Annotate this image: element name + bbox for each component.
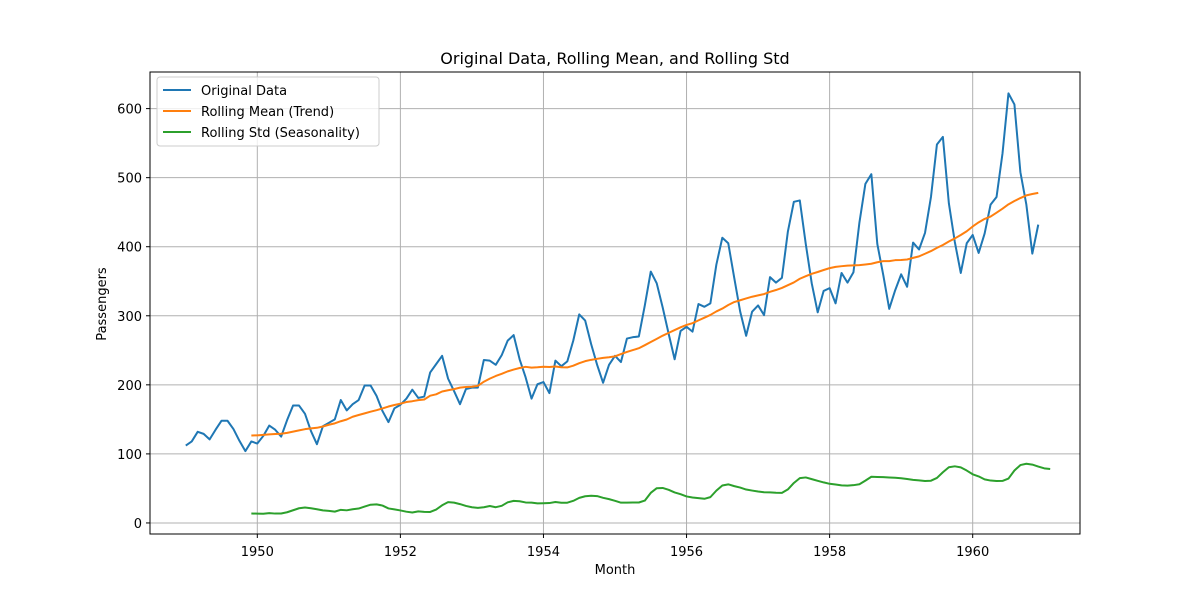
- y-axis-label: Passengers: [95, 267, 110, 341]
- y-tick-label: 0: [134, 517, 142, 532]
- legend-label-rolling-std: Rolling Std (Seasonality): [201, 126, 360, 141]
- x-axis-label: Month: [595, 563, 636, 578]
- legend-box: [156, 76, 380, 147]
- y-tick-label: 300: [117, 310, 142, 325]
- x-tick-label: 1960: [956, 545, 989, 560]
- axes-frame: [149, 71, 1081, 535]
- x-tick-label: 1958: [813, 545, 846, 560]
- x-tick-label: 1952: [384, 545, 417, 560]
- x-tick-label: 1954: [527, 545, 560, 560]
- chart-title: Original Data, Rolling Mean, and Rolling…: [440, 49, 789, 68]
- y-tick-label: 100: [117, 448, 142, 463]
- y-tick-label: 500: [117, 172, 142, 187]
- series-line-rolling-std-seasonality: [251, 462, 1051, 515]
- series-line-rolling-mean-trend: [251, 191, 1039, 437]
- legend-label-rolling-mean: Rolling Mean (Trend): [201, 105, 334, 120]
- series-line-original-data: [185, 92, 1040, 453]
- y-tick-label: 200: [117, 379, 142, 394]
- plot-area: 1950 1952 1954 1956 1958 1960 0 100 200 300 400 500…: [117, 71, 1081, 560]
- x-tick-label: 1956: [670, 545, 703, 560]
- legend-label-original-data: Original Data: [201, 84, 287, 99]
- legend: Original Data Rolling Mean (Trend) Rolli…: [156, 76, 380, 147]
- x-tick-label: 1950: [241, 545, 274, 560]
- y-tick-label: 400: [117, 241, 142, 256]
- y-tick-label: 600: [117, 103, 142, 118]
